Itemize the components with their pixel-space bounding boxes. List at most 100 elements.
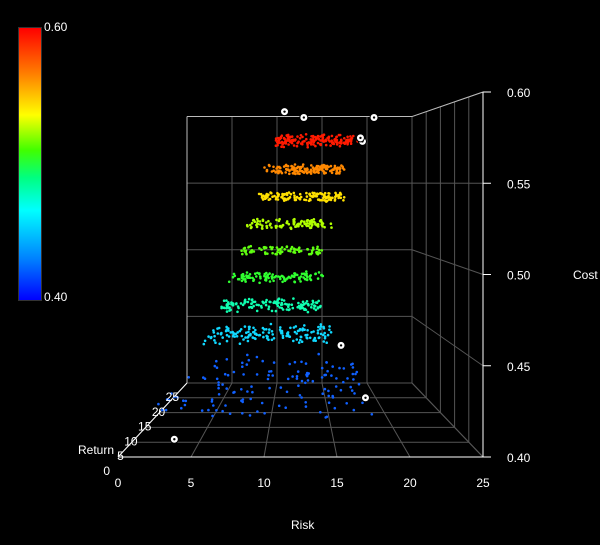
scatter-series-3 xyxy=(227,270,325,285)
scatter-point xyxy=(240,279,244,283)
scatter-point xyxy=(276,143,279,147)
scatter-point xyxy=(330,134,334,138)
scatter-point xyxy=(299,335,303,339)
x-tick-label: 25 xyxy=(476,476,490,490)
scatter-point xyxy=(234,302,238,306)
scatter-point xyxy=(221,336,224,339)
scatter-point xyxy=(287,168,290,172)
scatter-point xyxy=(334,167,338,170)
scatter-point xyxy=(276,191,279,195)
scatter-point xyxy=(275,167,278,170)
scatter-point xyxy=(302,139,306,143)
y-tick-label: 0 xyxy=(103,464,110,478)
scatter-point xyxy=(269,370,273,373)
scatter-point xyxy=(250,250,253,254)
scatter-point xyxy=(252,326,255,330)
scatter-point xyxy=(250,225,253,229)
scatter-point xyxy=(271,251,274,255)
scatter-point xyxy=(281,224,284,227)
scatter-point xyxy=(293,272,296,275)
scatter-point xyxy=(306,145,310,149)
scatter-point xyxy=(217,383,220,387)
scatter-point xyxy=(289,326,292,330)
scatter-point xyxy=(306,333,309,337)
scatter-point xyxy=(320,249,324,252)
scatter-point xyxy=(207,335,210,338)
scatter-point xyxy=(302,276,305,279)
scatter-point xyxy=(355,370,359,374)
scatter-point xyxy=(300,219,304,223)
scatter-point xyxy=(227,280,231,284)
scatter-point xyxy=(312,143,315,146)
scatter-point xyxy=(327,165,330,169)
scatter-point xyxy=(232,391,235,394)
scatter-point xyxy=(339,388,343,392)
z-tick-label: 0.40 xyxy=(507,451,531,465)
scatter-point xyxy=(272,361,276,364)
scatter-point xyxy=(250,385,253,388)
scatter-point xyxy=(315,192,319,195)
scatter-point xyxy=(241,398,245,401)
scatter-point xyxy=(224,404,227,407)
scatter-point xyxy=(266,194,269,197)
scatter-point xyxy=(263,166,266,169)
scatter-point xyxy=(314,308,318,312)
scatter-point xyxy=(295,375,299,378)
scatter-point xyxy=(236,331,239,334)
scatter-point xyxy=(324,373,328,377)
scatter-point xyxy=(280,306,284,310)
scatter-point xyxy=(264,221,268,224)
scatter-point xyxy=(182,399,185,403)
scatter-point xyxy=(265,196,268,199)
scatter-point xyxy=(316,223,320,227)
scatter-point xyxy=(285,308,289,311)
scatter-point xyxy=(370,413,374,416)
scatter-point xyxy=(241,303,245,307)
scatter-point xyxy=(334,385,338,388)
scatter-point xyxy=(246,339,250,343)
scatter-point xyxy=(288,362,292,366)
scatter-point xyxy=(269,245,272,249)
x-tick-label: 10 xyxy=(257,476,271,490)
scatter-point xyxy=(310,164,313,167)
scatter-point xyxy=(349,137,353,141)
scatter-point xyxy=(232,332,235,336)
scatter-point xyxy=(293,330,297,334)
scatter-point xyxy=(281,194,284,198)
scatter-point xyxy=(238,277,241,281)
scatter-point xyxy=(258,220,262,223)
scatter-point xyxy=(299,169,302,173)
scatter-point xyxy=(300,396,303,399)
scatter-point xyxy=(324,196,328,200)
scatter-point xyxy=(302,220,306,223)
scatter-point xyxy=(329,198,333,202)
scatter-point xyxy=(323,191,327,195)
scatter-point xyxy=(305,195,309,198)
scatter-point xyxy=(170,392,173,395)
scatter-point xyxy=(314,136,317,139)
scatter-point xyxy=(212,331,216,334)
y-axis-line xyxy=(117,382,188,458)
scatter-point xyxy=(263,274,266,278)
scatter-point xyxy=(242,275,246,278)
scatter-point xyxy=(345,402,349,405)
scatter-point xyxy=(316,277,320,280)
scatter-point xyxy=(281,280,284,284)
scatter-point xyxy=(293,198,297,202)
scatter-point xyxy=(304,401,308,404)
scatter-point xyxy=(352,378,355,381)
scatter-point xyxy=(215,359,218,363)
x-axis-label: Risk xyxy=(291,518,315,532)
scatter-point xyxy=(305,270,308,273)
scatter-point xyxy=(249,334,252,337)
scatter-point xyxy=(318,305,322,309)
scatter-point xyxy=(280,134,284,137)
scatter-point xyxy=(253,272,257,276)
scatter-point xyxy=(279,136,283,140)
scatter-point xyxy=(311,191,314,195)
scatter-point xyxy=(320,366,324,370)
scatter-point xyxy=(323,199,326,202)
scatter-point xyxy=(250,221,254,225)
scatter-point xyxy=(323,331,327,335)
scatter-point xyxy=(236,310,239,314)
